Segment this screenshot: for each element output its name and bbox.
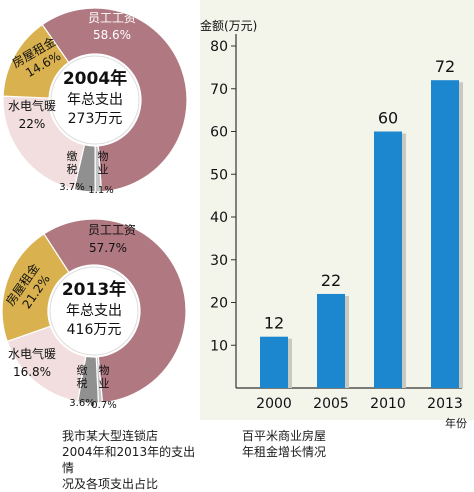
pie-center-year: 2004年: [63, 68, 127, 89]
pie-slice-value: 0.7%: [91, 400, 116, 411]
x-axis-label: 年份: [445, 416, 467, 430]
y-tick-label: 50: [210, 167, 228, 183]
caption-left-line: 2004年和2013年的支出情: [62, 445, 196, 475]
y-tick-label: 80: [210, 39, 228, 55]
caption-right: 百平米商业房屋 年租金增长情况: [242, 428, 372, 460]
pie-slice-value: 16.8%: [13, 365, 51, 379]
bar: [317, 293, 345, 388]
pie-center: [49, 266, 139, 356]
caption-left-line: 我市某大型连锁店: [62, 429, 159, 443]
pie-slice: [1, 233, 70, 343]
caption-left-line: 况及各项支出占比: [62, 477, 159, 491]
y-axis-label: 金额(万元): [200, 18, 257, 33]
pie-slice-name: 物: [99, 363, 110, 377]
bar-value-label: 12: [264, 314, 284, 333]
pie-slice-name: 缴: [67, 149, 78, 163]
y-tick-label: 20: [210, 296, 228, 312]
pie-slice-name: 税: [67, 162, 78, 176]
pie-slice-name: 缴: [77, 363, 88, 377]
pie-slice: [2, 23, 70, 99]
pie-slice-value: 3.7%: [59, 182, 84, 193]
bar-chart-rent: 金额(万元) 10 20 30 40 50 60 70 80 12 2000 22 2005 60 2010…: [200, 0, 474, 430]
pie-slice-value: 57.7%: [89, 241, 127, 255]
y-tick-label: 60: [210, 125, 228, 141]
pie-slice: [41, 7, 188, 193]
x-tick-label: 2000: [256, 396, 292, 412]
pie-slice-value: 22%: [19, 117, 46, 131]
pie-slice-name: 水电气暖: [8, 346, 56, 361]
x-tick-label: 2013: [427, 396, 463, 412]
pie-slice-name: 业: [98, 163, 109, 176]
pie-slice-name: 税: [77, 376, 88, 390]
y-tick-label: 40: [210, 210, 228, 226]
pie-center-total: 273万元: [68, 111, 123, 127]
pie-slice-name: 物: [98, 149, 109, 163]
bar-value-label: 72: [435, 57, 455, 76]
y-tick-label: 30: [210, 253, 228, 269]
pie-slice-name: 员工工资: [88, 223, 136, 237]
bar-value-label: 22: [321, 271, 341, 290]
pie-slice-value: 58.6%: [93, 28, 131, 42]
pie-slice-name: 员工工资: [88, 11, 136, 25]
pie-slice: [43, 218, 187, 404]
pie-slice-value: 3.6%: [69, 398, 94, 409]
pie-slice-name: 水电气暖: [8, 98, 56, 113]
pie-slice-name: 业: [99, 377, 110, 390]
pie-center-total: 416万元: [67, 322, 122, 338]
bar-value-label: 60: [378, 109, 398, 128]
x-tick-label: 2010: [370, 396, 406, 412]
caption-right-line: 百平米商业房屋: [242, 429, 327, 443]
pie-center: [50, 55, 140, 145]
x-tick-label: 2005: [313, 396, 349, 412]
bar: [260, 336, 288, 388]
bar: [431, 80, 459, 388]
caption-right-line: 年租金增长情况: [242, 445, 327, 459]
pie-center-label: 年总支出: [67, 92, 123, 108]
pie-slice-value: 1.1%: [88, 185, 113, 196]
pie-center-year: 2013年: [62, 279, 126, 300]
y-tick-label: 10: [210, 338, 228, 354]
pie-center-label: 年总支出: [66, 303, 122, 319]
y-tick-label: 70: [210, 82, 228, 98]
bar: [374, 131, 402, 388]
caption-left: 我市某大型连锁店 2004年和2013年的支出情 况及各项支出占比: [62, 428, 202, 492]
